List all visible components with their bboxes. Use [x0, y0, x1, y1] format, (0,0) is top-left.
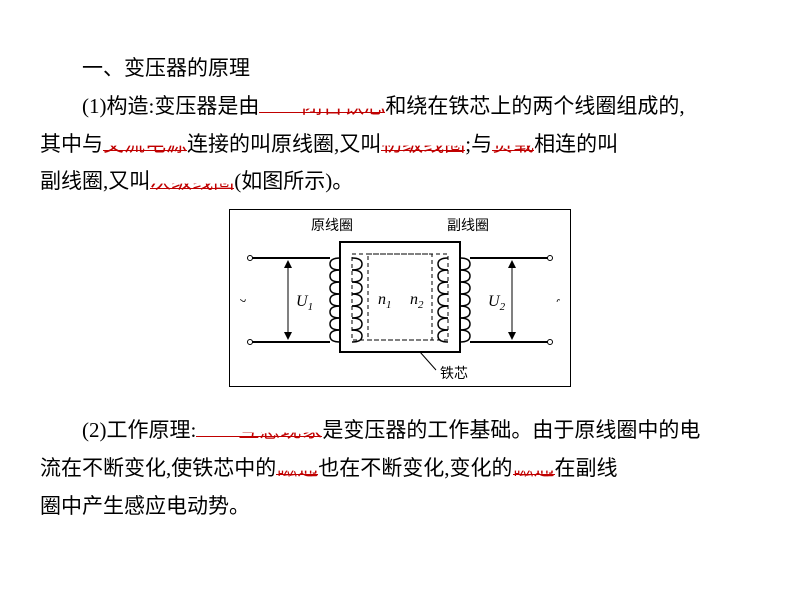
text: (如图所示)。 — [234, 169, 353, 193]
tilde-left: ~ — [240, 293, 246, 310]
u1-arrowhead-bot — [284, 332, 292, 340]
label-core: 铁芯 — [440, 366, 468, 382]
u2-arrowhead-bot — [508, 332, 516, 340]
secondary-coil — [438, 258, 470, 342]
diagram-container: 原线圈 副线圈 — [40, 209, 760, 400]
text: 圈中产生感应电动势。 — [40, 494, 250, 518]
blank-8: 磁通 — [513, 450, 555, 475]
terminal — [248, 256, 253, 261]
text: 副线圈,又叫 — [40, 169, 150, 193]
section-title: 一、变压器的原理 — [40, 50, 760, 88]
u2-label: U2 — [488, 293, 506, 313]
text: 是变压器的工作基础。由于原线圈中的电 — [322, 418, 700, 442]
text: (1)构造:变压器是由 — [82, 94, 259, 118]
paragraph-1-line3: 副线圈,又叫次级线圈(如图所示)。 — [40, 163, 760, 201]
paragraph-2-line1: (2)工作原理:互感现象是变压器的工作基础。由于原线圈中的电 — [40, 412, 760, 450]
transformer-diagram: 原线圈 副线圈 — [229, 209, 571, 387]
u1-label: U1 — [296, 293, 313, 313]
u2-arrowhead-top — [508, 260, 516, 268]
paragraph-2-line2: 流在不断变化,使铁芯中的磁通也在不断变化,变化的磁通在副线 — [40, 450, 760, 488]
text: 和绕在铁芯上的两个线圈组成的, — [385, 94, 684, 118]
text: 相连的叫 — [534, 132, 618, 156]
label-secondary-coil: 副线圈 — [447, 218, 489, 234]
paragraph-2-line3: 圈中产生感应电动势。 — [40, 488, 760, 526]
core-pointer — [420, 352, 436, 370]
blank-7: 磁通 — [276, 450, 318, 475]
text: (2)工作原理: — [82, 418, 196, 442]
transformer-svg: 原线圈 副线圈 — [240, 214, 560, 384]
primary-coil — [330, 258, 362, 342]
document-content: 一、变压器的原理 (1)构造:变压器是由闭合铁芯和绕在铁芯上的两个线圈组成的, … — [40, 50, 760, 525]
paragraph-1-line1: (1)构造:变压器是由闭合铁芯和绕在铁芯上的两个线圈组成的, — [40, 88, 760, 126]
n2-label: n2 — [410, 291, 424, 311]
terminal — [248, 340, 253, 345]
core-inner-dashed — [352, 254, 448, 340]
terminal — [548, 340, 553, 345]
text: 流在不断变化,使铁芯中的 — [40, 456, 276, 480]
blank-4: 负载 — [492, 126, 534, 151]
label-primary-coil: 原线圈 — [311, 218, 353, 234]
terminal — [548, 256, 553, 261]
paragraph-1-line2: 其中与交流电源连接的叫原线圈,又叫初级线圈;与负载相连的叫 — [40, 126, 760, 164]
blank-3: 初级线圈 — [381, 126, 465, 151]
text: 在副线 — [555, 456, 618, 480]
u1-arrowhead-top — [284, 260, 292, 268]
text: 其中与 — [40, 132, 103, 156]
text: 也在不断变化,变化的 — [318, 456, 512, 480]
text: ;与 — [465, 132, 492, 156]
blank-6: 互感现象 — [196, 412, 322, 437]
tilde-right: ~ — [556, 293, 560, 310]
text: 连接的叫原线圈,又叫 — [187, 132, 381, 156]
n1-label: n1 — [378, 291, 392, 311]
blank-2: 交流电源 — [103, 126, 187, 151]
blank-5: 次级线圈 — [150, 163, 234, 188]
blank-1: 闭合铁芯 — [259, 88, 385, 113]
